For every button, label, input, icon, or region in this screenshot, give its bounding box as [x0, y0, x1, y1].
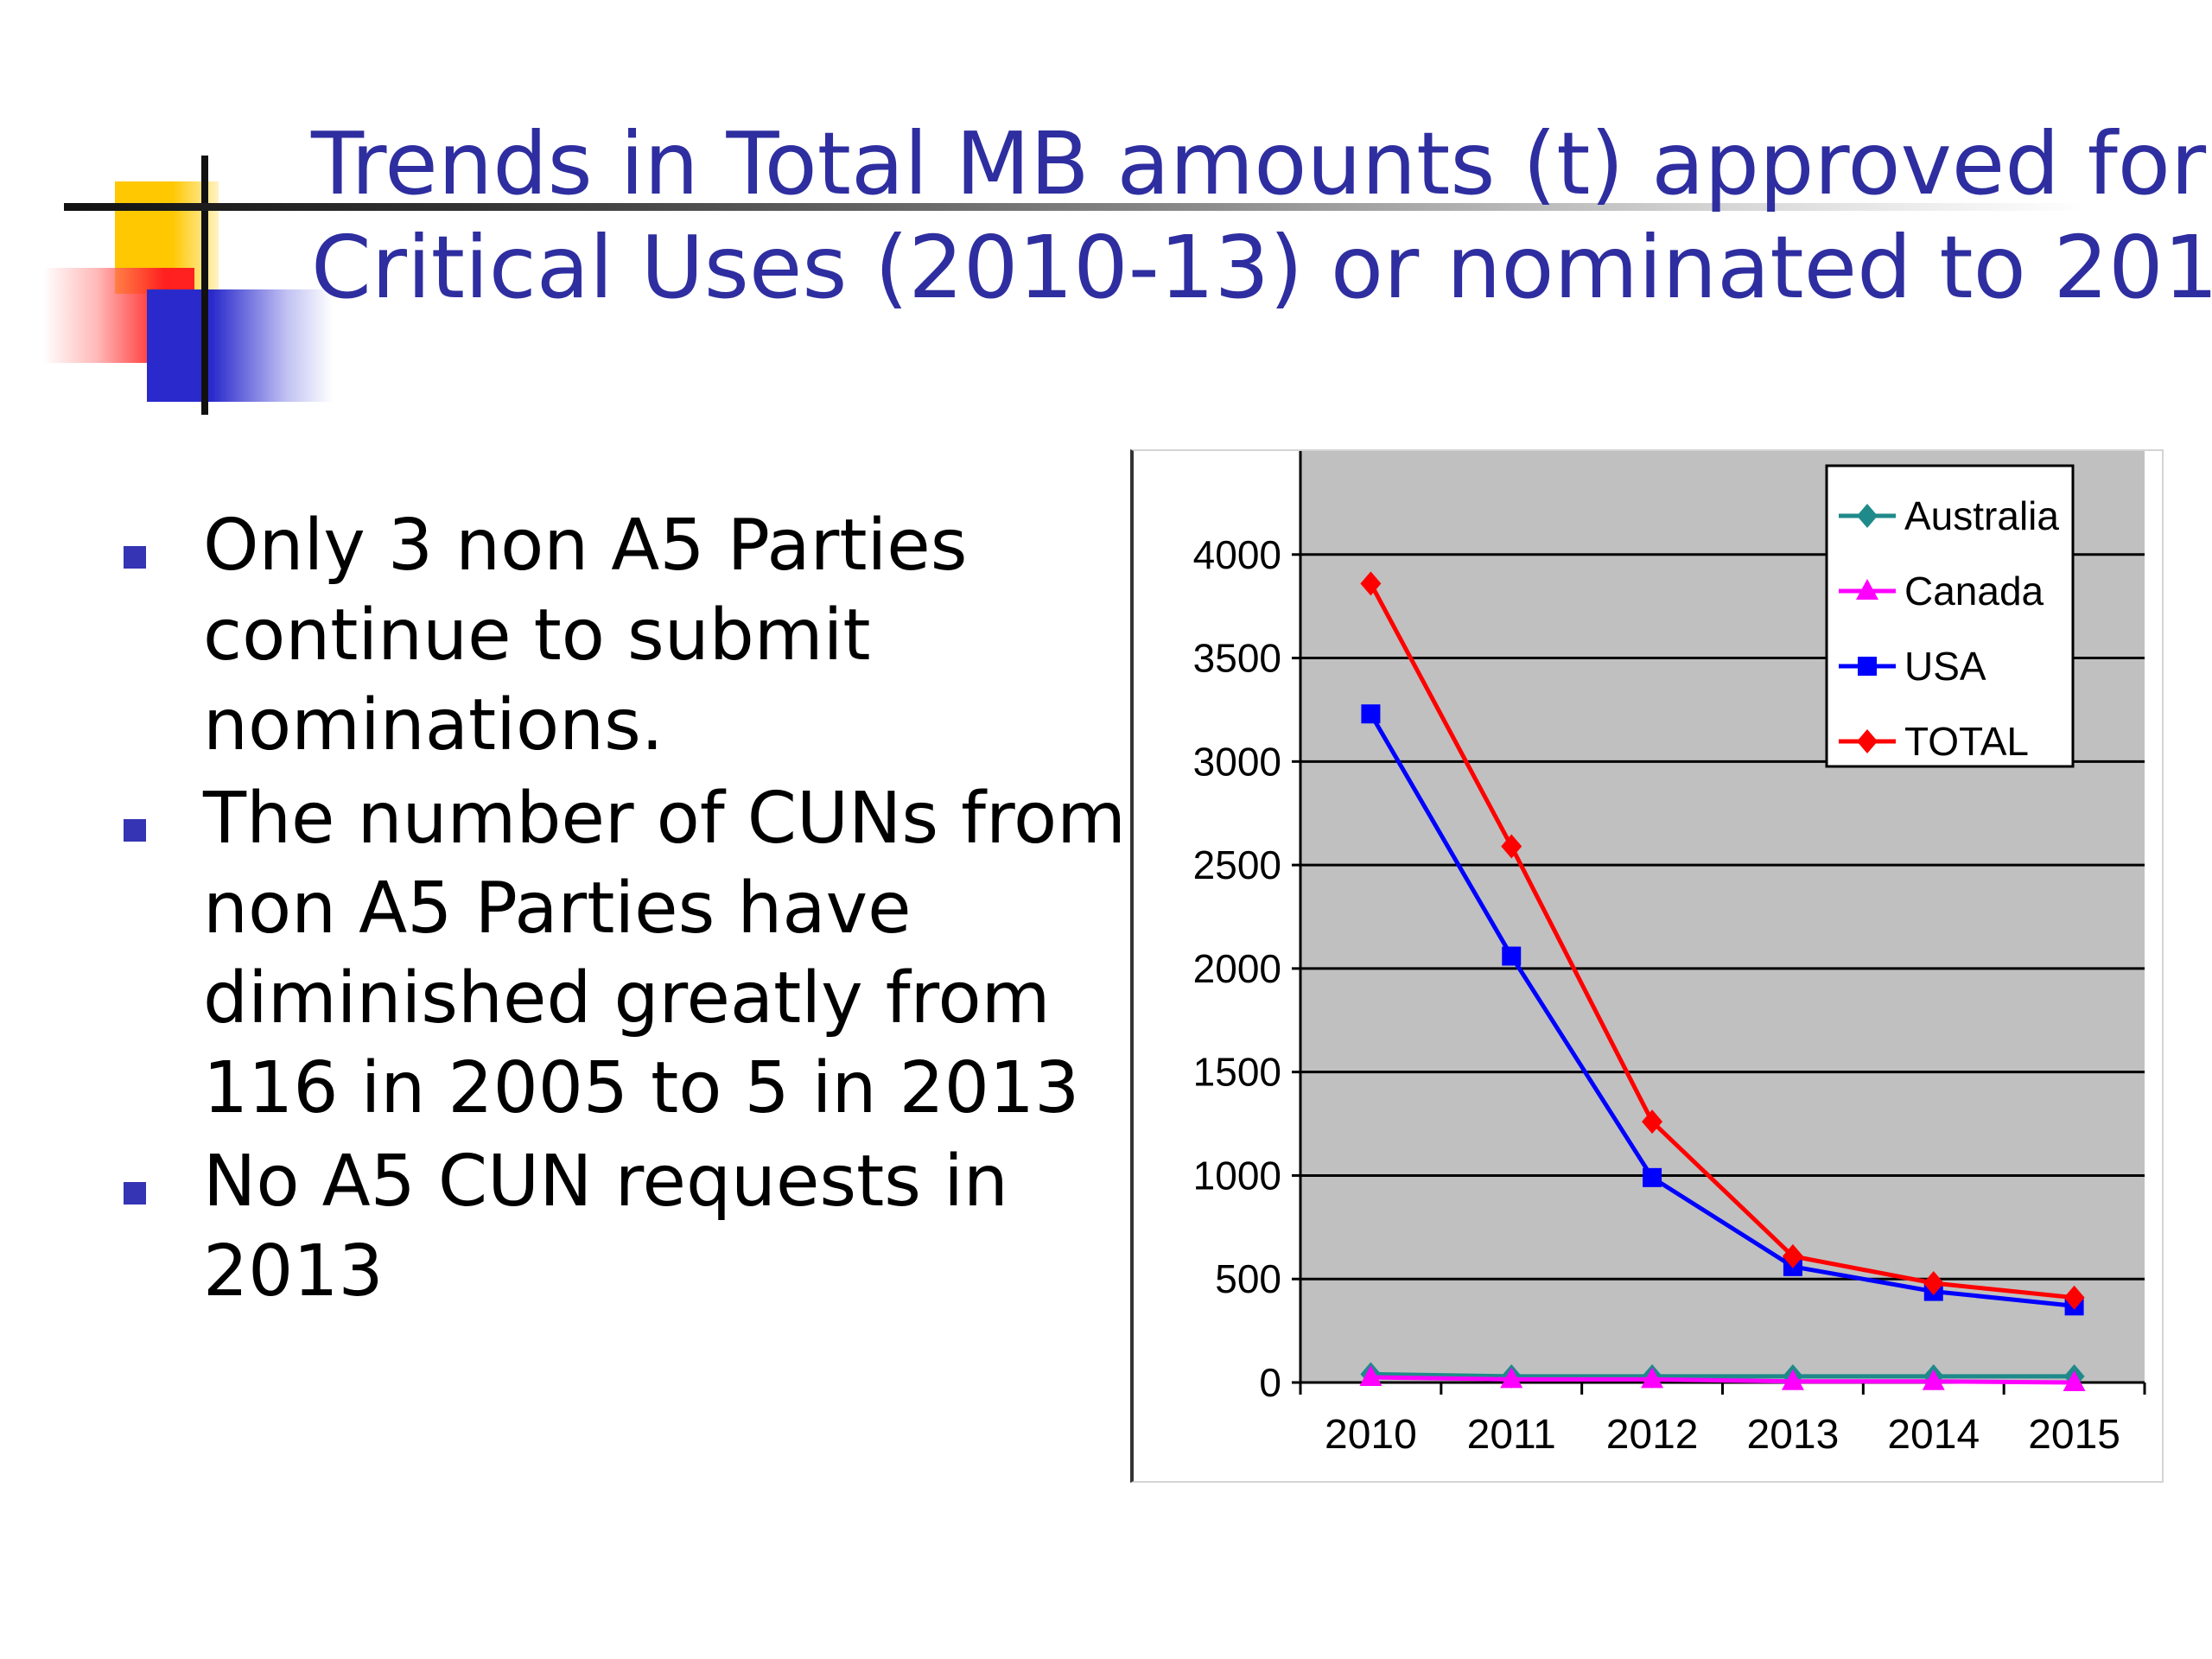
- bullet-list: Only 3 non A5 Parties continue to submit…: [121, 501, 1141, 1320]
- data-point-usa: [1643, 1167, 1662, 1187]
- series-line-australia: [1370, 1371, 2075, 1379]
- title-line-2: Critical Uses (2010-13) or nominated to …: [311, 217, 2212, 318]
- data-point-canada: [1359, 1365, 1382, 1387]
- y-tick-label: 3000: [1193, 739, 1281, 784]
- y-tick-label: 3500: [1193, 636, 1281, 681]
- title-underline: [64, 203, 2086, 211]
- x-tick-label: 2015: [2028, 1412, 2120, 1458]
- y-tick-label: 0: [1259, 1360, 1281, 1405]
- data-point-canada: [1641, 1367, 1664, 1389]
- data-point-canada: [1922, 1369, 1945, 1390]
- legend-label-total: TOTAL: [1904, 719, 2029, 764]
- legend-marker-usa: [1858, 657, 1877, 676]
- y-tick-label: 1000: [1193, 1153, 1281, 1198]
- data-point-total: [1642, 1109, 1663, 1135]
- data-point-total: [1501, 834, 1522, 859]
- x-tick-label: 2013: [1747, 1412, 1840, 1458]
- bullet-square-icon: [124, 546, 146, 569]
- series-line-total: [1369, 582, 2075, 1300]
- slide-title: Trends in Total MB amounts (t) approved …: [311, 112, 2212, 320]
- logo-vertical-line: [201, 156, 208, 415]
- bullet-square-icon: [124, 1182, 146, 1205]
- y-tick-label: 500: [1215, 1256, 1281, 1301]
- slide-logo: [43, 156, 337, 415]
- y-tick-label: 4000: [1193, 532, 1281, 577]
- data-point-usa: [1361, 704, 1381, 724]
- data-point-usa: [1502, 946, 1522, 966]
- bullet-text: Only 3 non A5 Parties continue to submit…: [203, 505, 968, 766]
- chart-container: 0 500 1000 1500 2000 2500 3000 3500 4000 2010 2011…: [1130, 449, 2164, 1483]
- x-tick-label: 2010: [1325, 1412, 1417, 1458]
- title-line-1: Trends in Total MB amounts (t) approved …: [311, 113, 2207, 214]
- line-chart: 0 500 1000 1500 2000 2500 3000 3500 4000 2010 2011…: [1193, 451, 2146, 1458]
- x-tick-label: 2011: [1467, 1412, 1556, 1458]
- legend-marker-australia: [1857, 504, 1878, 528]
- series-line-usa: [1369, 712, 2075, 1308]
- bullet-square-icon: [124, 819, 146, 842]
- y-tick-label: 1500: [1193, 1050, 1281, 1095]
- legend-marker-total: [1857, 729, 1878, 753]
- data-point-canada: [2063, 1370, 2086, 1391]
- y-tick-label: 2000: [1193, 946, 1281, 991]
- data-point-canada: [1781, 1369, 1804, 1390]
- legend-label-australia: Australia: [1904, 493, 2059, 538]
- y-tick-label: 2500: [1193, 842, 1281, 887]
- bullet-item: Only 3 non A5 Parties continue to submit…: [121, 501, 1141, 771]
- x-tick-label: 2014: [1887, 1412, 1980, 1458]
- bullet-text: No A5 CUN requests in 2013: [203, 1141, 1008, 1313]
- data-point-total: [2063, 1285, 2085, 1310]
- x-tick-label: 2012: [1606, 1412, 1699, 1458]
- legend-label-usa: USA: [1904, 644, 1986, 689]
- bullet-item: The number of CUNs from non A5 Parties h…: [121, 774, 1141, 1134]
- legend-marker-canada: [1856, 579, 1878, 600]
- bullet-item: No A5 CUN requests in 2013: [121, 1137, 1141, 1317]
- legend-label-canada: Canada: [1904, 569, 2044, 613]
- data-point-canada: [1500, 1367, 1523, 1389]
- bullet-text: The number of CUNs from non A5 Parties h…: [203, 778, 1127, 1129]
- data-point-total: [1923, 1271, 1944, 1296]
- data-point-total: [1360, 571, 1382, 596]
- logo-blue-square: [147, 289, 333, 402]
- data-point-total: [1782, 1243, 1803, 1268]
- series-line-canada: [1370, 1375, 2075, 1385]
